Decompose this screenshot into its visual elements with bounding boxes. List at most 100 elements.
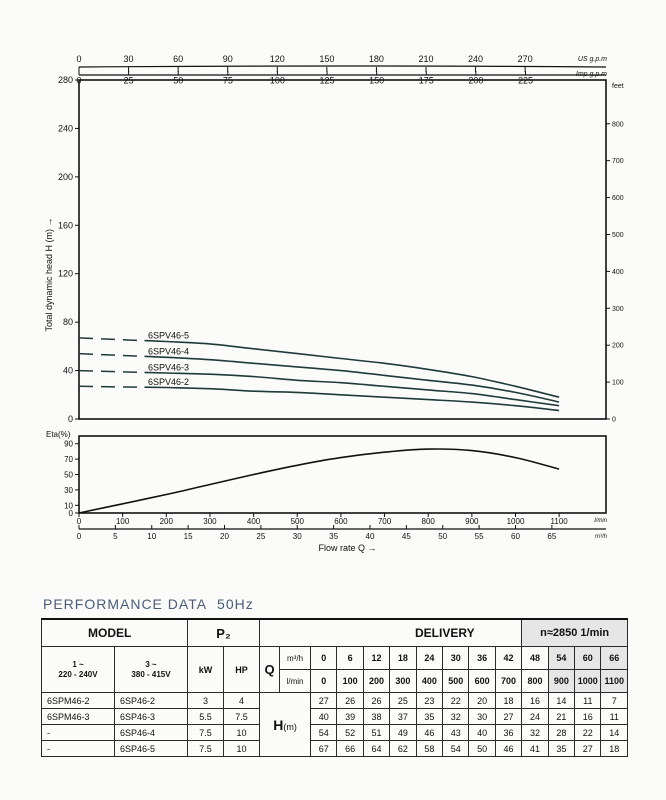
flow-m3h-cell: 66 [600, 646, 628, 670]
lmin-tick-label: 200 [160, 517, 174, 526]
frequency-label: 50Hz [217, 596, 254, 612]
feet-unit-label: feet [612, 83, 624, 90]
head-value-cell: 28 [547, 724, 576, 741]
imp-gpm-tick-label: 100 [270, 75, 285, 85]
head-value-cell: 11 [600, 708, 628, 725]
head-value-cell: 39 [336, 708, 364, 725]
model-three-phase-cell: 6SP46-4 [114, 724, 188, 741]
three-phase-symbol: 3 ~ [145, 659, 157, 669]
m3h-tick-label: 30 [293, 532, 302, 541]
us-gpm-tick-label: 240 [468, 54, 483, 64]
lmin-tick-label: 400 [247, 517, 261, 526]
lmin-tick-label: 100 [116, 517, 130, 526]
us-gpm-tick-label: 0 [76, 54, 81, 64]
flow-lmin-cell: 800 [521, 669, 549, 693]
head-value-cell: 14 [600, 724, 628, 741]
power-kw-cell: 7.5 [187, 724, 224, 741]
flow-m3h-cell: 18 [389, 646, 417, 670]
flow-lmin-cell: 700 [494, 669, 523, 693]
head-curve-label: 6SPV46-3 [148, 362, 189, 372]
flow-lmin-cell: 400 [415, 669, 444, 693]
head-curve-label: 6SPV46-2 [148, 377, 189, 387]
head-value-cell: 26 [336, 692, 364, 709]
us-gpm-axis-line [78, 65, 607, 68]
table-row: MODEL P₂ DELIVERY n≈2850 1/min [41, 618, 628, 647]
head-y-tick-label: 40 [63, 366, 73, 376]
head-value-cell: 24 [521, 708, 549, 725]
head-value-cell: 32 [521, 724, 549, 741]
feet-tick-label: 500 [612, 232, 624, 239]
h-unit: (m) [283, 721, 297, 732]
flow-m3h-cell: 24 [415, 646, 444, 670]
lmin-tick-label: 500 [291, 517, 305, 526]
us-gpm-tick-label: 30 [124, 54, 134, 64]
imp-gpm-tick-label: 25 [124, 75, 134, 85]
head-value-cell: 16 [574, 708, 602, 725]
feet-tick-label: 0 [612, 417, 616, 424]
m3h-tick-label: 40 [366, 532, 375, 541]
power-kw-cell: 7.5 [187, 740, 224, 757]
head-value-cell: 26 [362, 692, 391, 709]
model-three-phase-cell: 6SP46-5 [114, 740, 188, 757]
imp-gpm-unit-label: Imp g.p.m [576, 71, 607, 78]
head-value-cell: 41 [521, 740, 549, 757]
head-value-cell: 32 [442, 708, 470, 725]
h-header: H(m) [259, 692, 312, 757]
model-single-phase-cell: - [41, 740, 115, 757]
kw-header: kW [187, 646, 224, 693]
imp-gpm-tick-label: 125 [320, 75, 335, 85]
head-curve [144, 355, 560, 403]
imp-gpm-tick-label: 200 [468, 75, 483, 85]
power-hp-cell: 10 [222, 724, 261, 741]
us-gpm-tick-label: 60 [173, 54, 183, 64]
model-single-phase-cell: 6SPM46-2 [41, 692, 115, 709]
m3h-tick-label: 10 [147, 532, 156, 541]
lmin-tick-label: 700 [378, 517, 392, 526]
head-value-cell: 27 [574, 740, 602, 757]
imp-gpm-tick-label: 150 [369, 75, 384, 85]
m3h-tick-label: 25 [256, 532, 265, 541]
three-phase-header: 3 ~380 - 415V [114, 646, 188, 693]
m3h-tick-label: 60 [511, 532, 520, 541]
head-value-cell: 16 [521, 692, 549, 709]
flow-lmin-cell: 600 [468, 669, 496, 693]
flow-m3h-cell: 6 [336, 646, 364, 670]
head-y-axis-label: Total dynamic head H (m) → [44, 217, 54, 331]
eta-y-axis-label: Eta(%) [46, 430, 71, 439]
head-value-cell: 22 [574, 724, 602, 741]
imp-gpm-tick-label: 175 [419, 75, 434, 85]
m3h-tick-label: 50 [438, 532, 447, 541]
us-gpm-tick-label: 180 [369, 54, 384, 64]
head-value-cell: 40 [310, 708, 338, 725]
hp-header: HP [222, 646, 261, 693]
head-y-tick-label: 280 [58, 75, 73, 85]
flow-lmin-cell: 500 [442, 669, 470, 693]
lmin-tick-label: 600 [334, 517, 348, 526]
head-value-cell: 7 [600, 692, 628, 709]
m3h-tick-label: 20 [220, 532, 229, 541]
head-value-cell: 49 [389, 724, 417, 741]
eta-y-tick-label: 10 [64, 501, 73, 510]
flow-lmin-cell: 100 [336, 669, 364, 693]
flow-rate-axis-label: Flow rate Q → [318, 543, 376, 553]
table-row: -6SP46-4 7.5 10 54 52 51 49 46 43 40 36 32 28 22 14 [41, 724, 628, 741]
power-hp-cell: 7.5 [222, 708, 261, 725]
q-unit-m3h: m³/h [279, 646, 312, 670]
head-value-cell: 20 [468, 692, 496, 709]
head-value-cell: 23 [415, 692, 444, 709]
table-row: 6SPM46-3 6SP46-3 5.5 7.5 40 39 38 37 35 32 30 27 24 2… [41, 708, 628, 725]
head-value-cell: 37 [389, 708, 417, 725]
imp-gpm-tick-label: 225 [518, 75, 533, 85]
lmin-tick-label: 300 [203, 517, 217, 526]
head-curve [144, 371, 560, 407]
three-phase-voltage: 380 - 415V [131, 669, 171, 679]
flow-lmin-cell: 200 [362, 669, 391, 693]
head-value-cell: 35 [547, 740, 576, 757]
head-y-tick-label: 0 [68, 414, 73, 424]
us-gpm-tick-label: 120 [270, 54, 285, 64]
model-three-phase-cell: 6SP46-2 [114, 692, 188, 709]
m3h-tick-label: 15 [184, 532, 193, 541]
p2-header: P₂ [186, 618, 261, 647]
model-single-phase-cell: 6SPM46-3 [41, 708, 115, 725]
